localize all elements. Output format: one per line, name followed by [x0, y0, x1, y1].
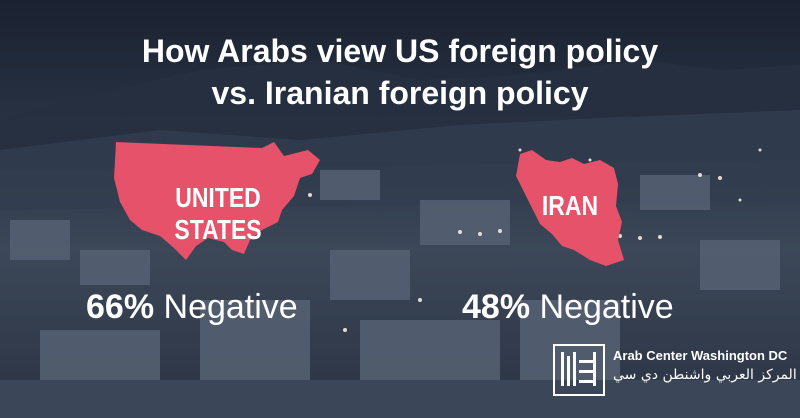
iran-percent: 48% — [462, 288, 531, 326]
org-name-english: Arab Center Washington DC — [613, 348, 788, 363]
us-stat: 66% Negative — [86, 287, 298, 327]
us-percent: 66% — [86, 288, 155, 326]
us-map: UNITED STATES — [112, 138, 324, 268]
iran-stat: 48% Negative — [462, 287, 674, 327]
org-logo-mark — [561, 352, 596, 386]
headline-line-1: How Arabs view US foreign policy — [141, 33, 659, 69]
headline: How Arabs view US foreign policy vs. Ira… — [0, 30, 800, 114]
iran-map: IRAN — [510, 148, 630, 270]
us-word: Negative — [163, 288, 298, 326]
org-name-arabic: المركز العربي واشنطن دي سي — [613, 367, 797, 383]
headline-line-2: vs. Iranian foreign policy — [211, 75, 589, 111]
us-map-shape — [114, 142, 320, 260]
iran-word: Negative — [539, 288, 674, 326]
iran-label: IRAN — [541, 190, 599, 221]
org-logo — [553, 344, 605, 396]
us-label: UNITED STATES — [174, 182, 262, 245]
iran-map-shape — [516, 150, 624, 266]
